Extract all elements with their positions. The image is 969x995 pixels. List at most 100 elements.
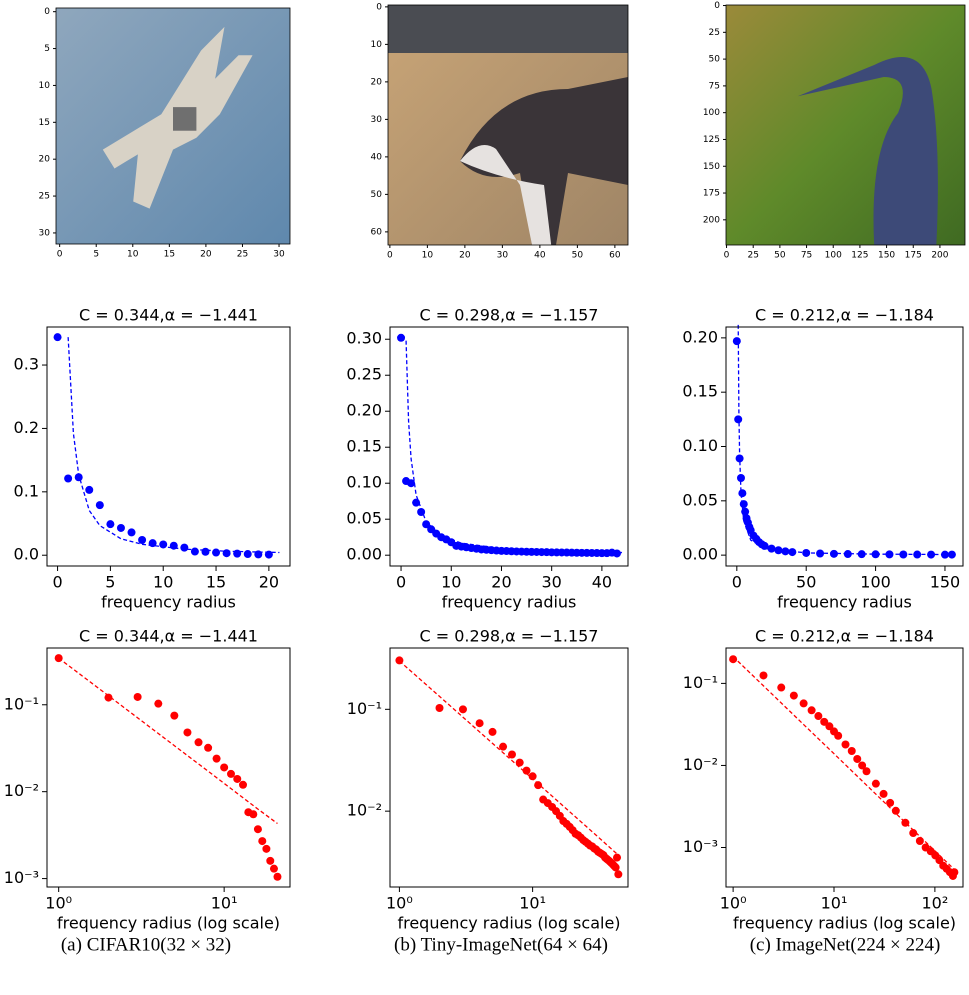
plot-title: C = 0.298,α = −1.157 <box>420 627 599 646</box>
x-tick-label: 0 <box>732 573 742 592</box>
data-point <box>201 547 210 556</box>
y-tick-label: 10⁻¹ <box>4 694 39 713</box>
y-tick-label: 30 <box>39 228 51 238</box>
data-point <box>522 766 531 775</box>
axes-frame <box>55 7 291 245</box>
x-tick-label: 5 <box>93 249 99 259</box>
axes-frame <box>725 326 964 567</box>
x-tick-label: 20 <box>459 250 471 260</box>
y-tick-label: 30 <box>371 115 383 125</box>
data-point <box>729 655 738 664</box>
data-point <box>239 780 248 789</box>
x-tick-label: 30 <box>273 249 285 259</box>
image-content <box>173 107 197 131</box>
x-tick-label: 100 <box>860 573 891 592</box>
data-point <box>820 717 829 726</box>
x-axis-label: frequency radius <box>777 593 912 612</box>
data-point <box>915 836 924 845</box>
data-point <box>534 781 543 790</box>
data-point <box>528 772 537 781</box>
image-content <box>388 5 628 53</box>
y-tick-label: 0 <box>714 1 720 11</box>
data-point <box>74 473 83 482</box>
y-tick-label: 75 <box>709 81 720 91</box>
plot-background <box>390 327 628 566</box>
data-point <box>266 856 275 865</box>
y-tick-label: 0.05 <box>346 509 382 528</box>
caption: (a) CIFAR10(32 × 32) <box>61 934 231 955</box>
data-point <box>853 754 862 763</box>
y-tick-label: 0.25 <box>346 365 382 384</box>
x-tick-label: 15 <box>164 249 175 259</box>
data-point <box>847 746 856 755</box>
axes-frame <box>389 647 629 888</box>
x-tick-label: 40 <box>534 250 546 260</box>
y-tick-label: 15 <box>39 118 50 128</box>
x-tick-label: 150 <box>930 573 961 592</box>
x-tick-label: 30 <box>541 573 561 592</box>
image-content <box>797 57 938 245</box>
y-tick-label: 100 <box>703 108 720 118</box>
x-tick-label: 10¹ <box>211 894 238 913</box>
y-tick-label: 50 <box>709 55 721 65</box>
y-tick-label: 10 <box>39 81 51 91</box>
data-point <box>106 520 115 529</box>
y-tick-label: 25 <box>709 28 720 38</box>
data-point <box>133 692 142 701</box>
y-tick-label: 5 <box>44 44 50 54</box>
y-tick-label: 0.30 <box>346 329 382 348</box>
data-point <box>862 767 871 776</box>
x-tick-label: 10¹ <box>821 894 848 913</box>
y-tick-label: 0.20 <box>682 327 718 346</box>
axes-frame <box>389 326 629 567</box>
data-point <box>807 706 816 715</box>
y-tick-label: 0.20 <box>346 401 382 420</box>
data-point <box>53 333 62 342</box>
axes-frame <box>46 326 291 567</box>
x-tick-label: 150 <box>878 250 895 260</box>
x-tick-label: 125 <box>851 250 868 260</box>
x-tick-label: 20 <box>200 249 212 259</box>
data-point <box>947 550 956 559</box>
x-tick-label: 15 <box>206 573 226 592</box>
x-tick-label: 20 <box>491 573 511 592</box>
caption: (c) ImageNet(224 × 224) <box>750 934 941 955</box>
data-point <box>879 789 888 798</box>
x-tick-label: 10 <box>422 250 434 260</box>
data-point <box>871 550 880 559</box>
data-point <box>220 763 229 772</box>
plot-title: C = 0.298,α = −1.157 <box>420 306 599 325</box>
plot-background <box>726 327 963 566</box>
y-tick-label: 0.2 <box>14 418 39 437</box>
x-tick-label: 20 <box>259 573 279 592</box>
y-tick-label: 20 <box>39 155 51 165</box>
x-axis-label: frequency radius (log scale) <box>57 914 280 933</box>
y-tick-label: 0 <box>44 7 50 17</box>
y-tick-label: 40 <box>371 152 383 162</box>
x-tick-label: 10⁰ <box>45 894 72 913</box>
data-point <box>64 474 73 483</box>
data-point <box>891 806 900 815</box>
y-tick-label: 20 <box>371 77 383 87</box>
y-tick-label: 0.00 <box>346 545 382 564</box>
y-tick-label: 0.05 <box>682 490 718 509</box>
data-point <box>180 543 189 552</box>
data-point <box>190 547 199 556</box>
x-tick-label: 75 <box>801 250 812 260</box>
y-tick-label: 0.1 <box>14 481 39 500</box>
data-point <box>799 699 808 708</box>
data-point <box>841 740 850 749</box>
data-point <box>909 829 918 838</box>
data-point <box>183 728 192 737</box>
fit-line <box>58 657 278 825</box>
data-point <box>515 758 524 767</box>
y-tick-label: 200 <box>703 215 720 225</box>
data-point <box>258 837 267 846</box>
y-tick-label: 60 <box>371 227 383 237</box>
data-point <box>269 864 278 873</box>
data-point <box>843 550 852 559</box>
y-tick-label: 175 <box>703 189 720 199</box>
x-tick-label: 10¹ <box>519 894 546 913</box>
y-tick-label: 150 <box>703 162 720 172</box>
